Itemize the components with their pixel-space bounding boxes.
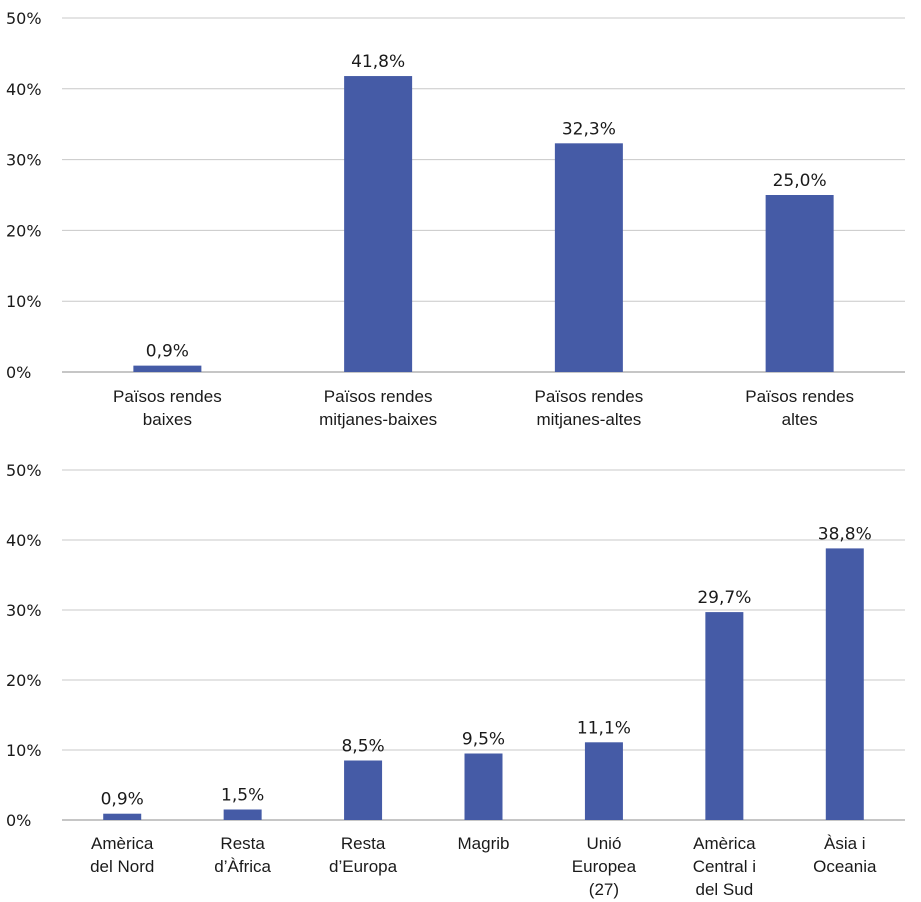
chart2-data-label: 8,5% xyxy=(341,737,384,757)
chart1-data-label: 41,8% xyxy=(351,52,405,72)
chart1-category-label: Països rendes mitjanes-baixes xyxy=(319,387,437,429)
chart1-bar xyxy=(133,365,202,372)
chart2-data-label: 0,9% xyxy=(101,790,144,810)
chart1-y-tick-label: 20% xyxy=(6,221,42,240)
chart1-data-label: 25,0% xyxy=(773,171,827,191)
chart1-y-tick-label: 40% xyxy=(6,80,42,99)
chart1-category-label-line: Països rendes xyxy=(745,387,854,406)
chart1-category-label-line: altes xyxy=(782,410,818,429)
chart2-category-label: Àsia i Oceania xyxy=(813,834,877,876)
chart2-category-label-line: d’Europa xyxy=(329,857,398,876)
chart1-y-tick-label: 30% xyxy=(6,151,42,170)
chart1-bar xyxy=(554,143,623,372)
chart2-y-tick-label: 50% xyxy=(6,461,42,480)
chart1-y-tick-label: 10% xyxy=(6,292,42,311)
chart2-bar xyxy=(584,742,623,820)
chart1-category-label-line: baixes xyxy=(143,410,192,429)
chart2-category-label: Unió Europea (27) xyxy=(572,834,637,899)
chart2-category-label-line: Àsia i xyxy=(824,834,866,853)
chart2-category-label-line: d’Àfrica xyxy=(214,857,271,876)
chart2-category-label-line: Unió xyxy=(586,834,621,853)
chart2-category-label-line: Resta xyxy=(220,834,265,853)
chart1-category-label: Països rendes mitjanes-altes xyxy=(535,387,644,429)
chart2-category-label: Magrib xyxy=(458,834,510,853)
chart2-category-label: Resta d’Àfrica xyxy=(214,834,271,876)
chart2-category-label: Resta d’Europa xyxy=(329,834,398,876)
chart1-category-label: Països rendes baixes xyxy=(113,387,222,429)
chart1-data-label: 0,9% xyxy=(146,342,189,362)
chart2-data-label: 9,5% xyxy=(462,730,505,750)
chart2-category-label-line: Oceania xyxy=(813,857,877,876)
chart2-category-label-line: Amèrica xyxy=(91,834,154,853)
chart1-category-label-line: Països rendes xyxy=(535,387,644,406)
chart2-category-label-line: del Sud xyxy=(696,880,754,899)
chart2-data-label: 1,5% xyxy=(221,786,264,806)
chart2-y-tick-label: 0% xyxy=(6,811,31,830)
chart2-category-label-line: Amèrica xyxy=(693,834,756,853)
chart2-bar xyxy=(825,548,864,820)
chart1-bar xyxy=(765,195,834,372)
chart2-category-label-line: (27) xyxy=(589,880,619,899)
chart1-category-label-line: mitjanes-baixes xyxy=(319,410,437,429)
chart2-category-label-line: Resta xyxy=(341,834,386,853)
chart1-bar xyxy=(344,76,413,372)
chart1-y-tick-label: 50% xyxy=(6,9,42,28)
chart2-y-tick-label: 10% xyxy=(6,741,42,760)
chart2-data-label: 38,8% xyxy=(818,524,872,544)
chart2-category-label: Amèrica Central i del Sud xyxy=(693,834,756,899)
chart2-y-tick-label: 30% xyxy=(6,601,42,620)
chart2-category-label-line: Europea xyxy=(572,857,637,876)
chart2-bar xyxy=(464,753,503,820)
chart2-y-tick-label: 40% xyxy=(6,531,42,550)
chart2-bar xyxy=(344,760,383,820)
chart2-bar xyxy=(705,612,744,820)
chart1-category-label-line: Països rendes xyxy=(113,387,222,406)
chart2-data-label: 29,7% xyxy=(697,588,751,608)
chart2-bar xyxy=(103,813,142,820)
chart2-category-label-line: Central i xyxy=(693,857,756,876)
chart1-data-label: 32,3% xyxy=(562,119,616,139)
chart2-category-label-line: Magrib xyxy=(458,834,510,853)
chart2-y-tick-label: 20% xyxy=(6,671,42,690)
chart2-data-label: 11,1% xyxy=(577,718,631,738)
chart2-bar xyxy=(223,809,262,820)
chart2-category-label-line: del Nord xyxy=(90,857,154,876)
chart2-category-label: Amèrica del Nord xyxy=(90,834,154,876)
chart1-category-label-line: Països rendes xyxy=(324,387,433,406)
chart1-category-label-line: mitjanes-altes xyxy=(536,410,641,429)
chart1-y-tick-label: 0% xyxy=(6,363,31,382)
chart1-category-label: Països rendes altes xyxy=(745,387,854,429)
